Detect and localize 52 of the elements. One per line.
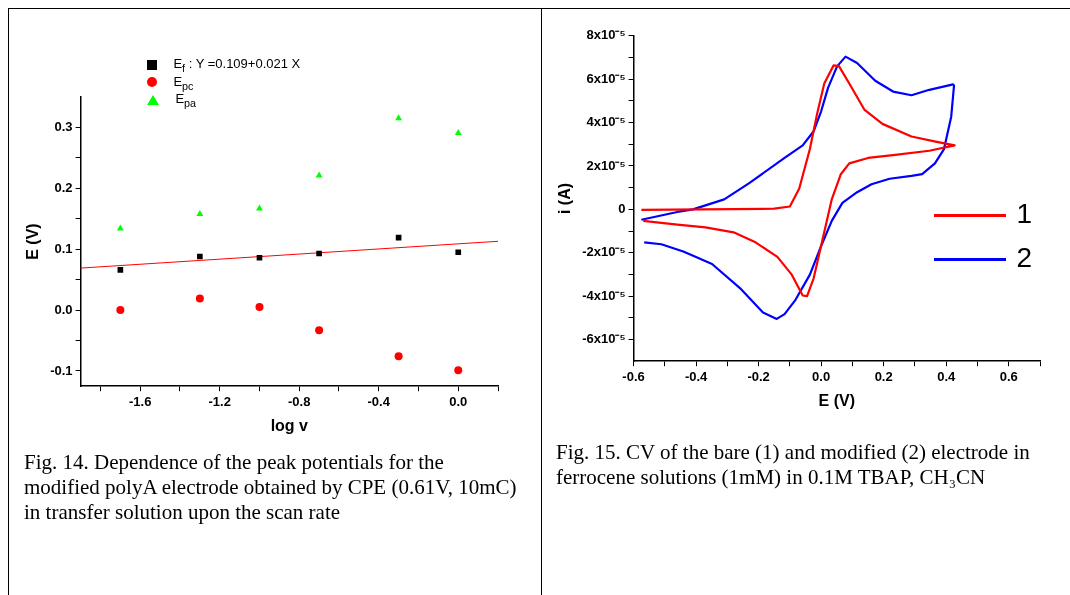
point <box>195 294 204 303</box>
y-tick-label: -0.1 <box>50 362 73 378</box>
point <box>454 366 463 375</box>
y-tick-label: 0.3 <box>54 119 73 135</box>
x-tick-label: -0.8 <box>288 393 311 409</box>
x-tick-label: 0.4 <box>937 368 957 384</box>
y-tick-label: 8x10⁻⁵ <box>586 27 626 43</box>
y-tick-label: 0.0 <box>54 301 73 317</box>
y-tick-label: 2x10⁻⁵ <box>586 157 626 173</box>
point <box>315 171 323 178</box>
y-tick-label: -4x10⁻⁵ <box>582 287 626 303</box>
x-tick-label: -1.2 <box>208 393 231 409</box>
point <box>454 128 462 135</box>
x-tick-label: -0.2 <box>747 368 770 384</box>
point <box>256 254 263 261</box>
point <box>395 114 403 121</box>
x-tick-label: 0.6 <box>999 368 1018 384</box>
point <box>196 209 204 216</box>
x-tick-label: 0.2 <box>874 368 893 384</box>
y-tick-label: 0.1 <box>54 240 73 256</box>
caption: Fig. 15. CV of the bare (1) and modified (2) electrode in ferrocene solutions (1mM) in 0.1M TBAP, CH₃CN <box>556 440 1031 491</box>
point <box>315 326 324 335</box>
y-tick-label: -6x10⁻⁵ <box>582 331 626 347</box>
x-tick-label: 0.0 <box>812 368 831 384</box>
y-tick-label: 6x10⁻⁵ <box>586 70 626 86</box>
legend-label: E$_{pa}$ <box>175 91 197 109</box>
x-tick-label: -1.6 <box>129 393 152 409</box>
x-axis-title: log v <box>270 416 309 434</box>
legend-label: E$_{f}$ : Y =0.109+0.021 X <box>173 56 301 74</box>
point <box>394 352 403 361</box>
y-axis-title: i (A) <box>556 182 574 215</box>
legend-label: E$_{pc}$ <box>173 73 194 92</box>
y-tick-label: 0.2 <box>54 179 73 195</box>
legend-label: 1 <box>1016 197 1032 229</box>
x-tick-label: -0.4 <box>684 368 709 384</box>
point <box>197 253 203 260</box>
y-tick-label: 0 <box>618 200 626 216</box>
x-axis-title: E (V) <box>818 391 855 409</box>
x-tick-label: 0.0 <box>449 393 468 409</box>
point <box>255 303 264 312</box>
caption: Fig. 14. Dependence of the peak potentials for the modified polyA electrode obtained by CPE (0.61V, 10mC) in transfer solution upon the scan rate <box>24 450 518 526</box>
x-tick-label: -0.4 <box>367 393 391 409</box>
point <box>116 306 125 315</box>
point <box>117 267 124 273</box>
y-tick-label: -2x10⁻⁵ <box>582 244 626 260</box>
x-tick-label: -0.6 <box>622 368 645 384</box>
y-tick-label: 4x10⁻⁵ <box>586 114 626 130</box>
legend-label: 2 <box>1016 242 1032 274</box>
point <box>116 224 124 231</box>
point <box>316 250 322 257</box>
point <box>455 249 462 256</box>
y-axis-title: E (V) <box>24 223 42 260</box>
